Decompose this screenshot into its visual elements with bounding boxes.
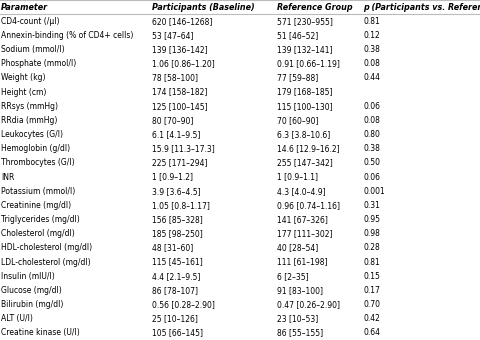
Text: 80 [70–90]: 80 [70–90] <box>151 116 192 125</box>
Text: 15.9 [11.3–17.3]: 15.9 [11.3–17.3] <box>151 144 214 153</box>
Text: 0.08: 0.08 <box>362 116 379 125</box>
Text: 6.3 [3.8–10.6]: 6.3 [3.8–10.6] <box>276 130 329 139</box>
Text: 0.38: 0.38 <box>362 144 379 153</box>
Text: 141 [67–326]: 141 [67–326] <box>276 215 327 224</box>
Text: Leukocytes (G/l): Leukocytes (G/l) <box>1 130 63 139</box>
Text: 86 [55–155]: 86 [55–155] <box>276 328 322 337</box>
Text: 111 [61–198]: 111 [61–198] <box>276 258 326 267</box>
Text: Participants (Baseline): Participants (Baseline) <box>151 3 253 12</box>
Text: RRsys (mmHg): RRsys (mmHg) <box>1 102 58 111</box>
Text: RRdia (mmHg): RRdia (mmHg) <box>1 116 57 125</box>
Text: 48 [31–60]: 48 [31–60] <box>151 243 192 252</box>
Text: 78 [58–100]: 78 [58–100] <box>151 73 197 82</box>
Text: 70 [60–90]: 70 [60–90] <box>276 116 317 125</box>
Text: 25 [10–126]: 25 [10–126] <box>151 314 197 323</box>
Text: 4.4 [2.1–9.5]: 4.4 [2.1–9.5] <box>151 272 200 281</box>
Text: CD4-count (/μl): CD4-count (/μl) <box>1 17 60 26</box>
Text: 139 [132–141]: 139 [132–141] <box>276 45 331 54</box>
Text: 0.96 [0.74–1.16]: 0.96 [0.74–1.16] <box>276 201 339 210</box>
Text: Reference Group: Reference Group <box>276 3 351 12</box>
Text: 0.91 [0.66–1.19]: 0.91 [0.66–1.19] <box>276 59 339 68</box>
Text: 0.42: 0.42 <box>362 314 379 323</box>
Text: Thrombocytes (G/l): Thrombocytes (G/l) <box>1 158 74 167</box>
Text: 620 [146–1268]: 620 [146–1268] <box>151 17 212 26</box>
Text: 571 [230–955]: 571 [230–955] <box>276 17 332 26</box>
Text: Weight (kg): Weight (kg) <box>1 73 46 82</box>
Text: 1 [0.9–1.1]: 1 [0.9–1.1] <box>276 173 317 182</box>
Text: 105 [66–145]: 105 [66–145] <box>151 328 202 337</box>
Text: Triglycerides (mg/dl): Triglycerides (mg/dl) <box>1 215 80 224</box>
Text: Height (cm): Height (cm) <box>1 88 46 97</box>
Text: 0.06: 0.06 <box>362 102 379 111</box>
Text: 0.64: 0.64 <box>362 328 379 337</box>
Text: 0.15: 0.15 <box>362 272 379 281</box>
Text: 53 [47–64]: 53 [47–64] <box>151 31 192 40</box>
Text: Parameter: Parameter <box>1 3 48 12</box>
Text: 51 [46–52]: 51 [46–52] <box>276 31 317 40</box>
Text: INR: INR <box>1 173 14 182</box>
Text: 0.38: 0.38 <box>362 45 379 54</box>
Text: 0.47 [0.26–2.90]: 0.47 [0.26–2.90] <box>276 300 339 309</box>
Text: 177 [111–302]: 177 [111–302] <box>276 229 331 238</box>
Text: 139 [136–142]: 139 [136–142] <box>151 45 207 54</box>
Text: 156 [85–328]: 156 [85–328] <box>151 215 202 224</box>
Text: 1 [0.9–1.2]: 1 [0.9–1.2] <box>151 173 192 182</box>
Text: Sodium (mmol/l): Sodium (mmol/l) <box>1 45 64 54</box>
Text: 125 [100–145]: 125 [100–145] <box>151 102 207 111</box>
Text: 0.70: 0.70 <box>362 300 379 309</box>
Text: 0.44: 0.44 <box>362 73 379 82</box>
Text: 0.001: 0.001 <box>362 187 384 196</box>
Text: 179 [168–185]: 179 [168–185] <box>276 88 331 97</box>
Text: 23 [10–53]: 23 [10–53] <box>276 314 317 323</box>
Text: Glucose (mg/dl): Glucose (mg/dl) <box>1 286 61 295</box>
Text: 185 [98–250]: 185 [98–250] <box>151 229 202 238</box>
Text: 6.1 [4.1–9.5]: 6.1 [4.1–9.5] <box>151 130 200 139</box>
Text: Creatine kinase (U/l): Creatine kinase (U/l) <box>1 328 80 337</box>
Text: 4.3 [4.0–4.9]: 4.3 [4.0–4.9] <box>276 187 324 196</box>
Text: 0.81: 0.81 <box>362 258 379 267</box>
Text: 0.56 [0.28–2.90]: 0.56 [0.28–2.90] <box>151 300 214 309</box>
Text: 86 [78–107]: 86 [78–107] <box>151 286 197 295</box>
Text: 0.81: 0.81 <box>362 17 379 26</box>
Text: 1.06 [0.86–1.20]: 1.06 [0.86–1.20] <box>151 59 214 68</box>
Text: 0.50: 0.50 <box>362 158 379 167</box>
Text: 3.9 [3.6–4.5]: 3.9 [3.6–4.5] <box>151 187 200 196</box>
Text: Phosphate (mmol/l): Phosphate (mmol/l) <box>1 59 76 68</box>
Text: 255 [147–342]: 255 [147–342] <box>276 158 332 167</box>
Text: 14.6 [12.9–16.2]: 14.6 [12.9–16.2] <box>276 144 338 153</box>
Text: 115 [45–161]: 115 [45–161] <box>151 258 202 267</box>
Text: Potassium (mmol/l): Potassium (mmol/l) <box>1 187 75 196</box>
Text: 0.12: 0.12 <box>362 31 379 40</box>
Text: 91 [83–100]: 91 [83–100] <box>276 286 322 295</box>
Text: Creatinine (mg/dl): Creatinine (mg/dl) <box>1 201 71 210</box>
Text: ALT (U/l): ALT (U/l) <box>1 314 33 323</box>
Text: 0.80: 0.80 <box>362 130 379 139</box>
Text: 115 [100–130]: 115 [100–130] <box>276 102 332 111</box>
Text: HDL-cholesterol (mg/dl): HDL-cholesterol (mg/dl) <box>1 243 92 252</box>
Text: Bilirubin (mg/dl): Bilirubin (mg/dl) <box>1 300 63 309</box>
Text: 0.98: 0.98 <box>362 229 379 238</box>
Text: 225 [171–294]: 225 [171–294] <box>151 158 206 167</box>
Text: Hemoglobin (g/dl): Hemoglobin (g/dl) <box>1 144 70 153</box>
Text: Annexin-binding (% of CD4+ cells): Annexin-binding (% of CD4+ cells) <box>1 31 133 40</box>
Text: 0.31: 0.31 <box>362 201 379 210</box>
Text: 174 [158–182]: 174 [158–182] <box>151 88 206 97</box>
Text: 6 [2–35]: 6 [2–35] <box>276 272 308 281</box>
Text: 0.95: 0.95 <box>362 215 379 224</box>
Text: 0.17: 0.17 <box>362 286 379 295</box>
Text: p (Participants vs. Reference group): p (Participants vs. Reference group) <box>362 3 480 12</box>
Text: 40 [28–54]: 40 [28–54] <box>276 243 317 252</box>
Text: 0.08: 0.08 <box>362 59 379 68</box>
Text: 0.06: 0.06 <box>362 173 379 182</box>
Text: 77 [59–88]: 77 [59–88] <box>276 73 317 82</box>
Text: LDL-cholesterol (mg/dl): LDL-cholesterol (mg/dl) <box>1 258 90 267</box>
Text: Insulin (mIU/l): Insulin (mIU/l) <box>1 272 55 281</box>
Text: Cholesterol (mg/dl): Cholesterol (mg/dl) <box>1 229 74 238</box>
Text: 0.28: 0.28 <box>362 243 379 252</box>
Text: 1.05 [0.8–1.17]: 1.05 [0.8–1.17] <box>151 201 209 210</box>
